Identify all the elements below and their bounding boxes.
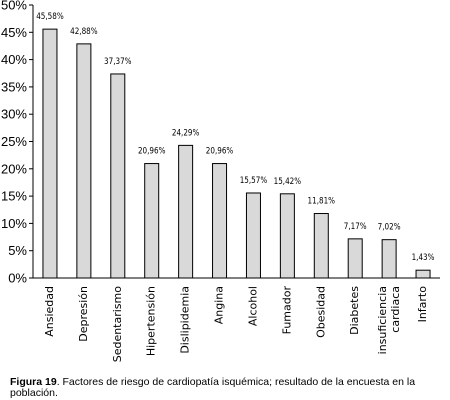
bar — [347, 238, 363, 279]
y-tick-label: 0% — [8, 271, 27, 286]
data-label: 37,37% — [104, 56, 132, 66]
category-label: Angina — [213, 286, 226, 324]
data-label: 7,17% — [344, 221, 367, 231]
data-label: 20,96% — [138, 146, 166, 156]
data-label: 1,43% — [412, 253, 435, 263]
y-tick-label: 50% — [1, 0, 27, 13]
data-label: 7,02% — [378, 222, 401, 232]
bar — [110, 73, 126, 279]
y-tick-label: 45% — [1, 25, 27, 40]
bar — [245, 192, 261, 279]
y-tick-label: 30% — [1, 107, 27, 122]
category-label: Obesidad — [314, 286, 327, 338]
category-label: Sedentarismo — [111, 286, 124, 363]
bar — [178, 144, 194, 279]
category-label: Alcohol — [246, 286, 259, 326]
category-label: Hipertensión — [145, 286, 158, 356]
bar — [381, 239, 397, 279]
category-label: Infarto — [416, 286, 429, 323]
bar — [212, 163, 228, 279]
bar — [313, 213, 329, 279]
data-label: 24,29% — [172, 128, 200, 138]
caption-label: Figura 19 — [10, 376, 57, 388]
data-label: 42,88% — [70, 26, 98, 36]
category-label: Fumador — [280, 286, 293, 335]
category-label: Diabetes — [348, 286, 361, 335]
bar-chart: 0% 5% 10% 15% 20% 25% 30% 35% 40% 45% 50% 45,58% Ans… — [1, 0, 440, 363]
bar — [42, 28, 58, 279]
bar — [144, 163, 160, 279]
y-tick-label: 5% — [8, 243, 27, 258]
y-tick-label: 40% — [1, 52, 27, 67]
y-tick-label: 35% — [1, 79, 27, 94]
category-label: Depresión — [77, 286, 90, 342]
category-label: Dislipidemia — [179, 286, 192, 354]
y-tick-label: 10% — [1, 216, 27, 231]
bar — [415, 269, 431, 279]
y-tick-label: 15% — [1, 189, 27, 204]
data-label: 15,42% — [274, 176, 302, 186]
data-label: 20,96% — [206, 146, 234, 156]
figure-caption: Figura 19. Factores de riesgo de cardiop… — [10, 377, 440, 399]
y-tick-label: 25% — [1, 134, 27, 149]
category-label: Ansiedad — [43, 286, 56, 337]
category-label: cardiaca — [389, 286, 402, 333]
bar — [279, 193, 295, 279]
y-tick-label: 20% — [1, 161, 27, 176]
data-label: 45,58% — [36, 12, 64, 22]
data-label: 11,81% — [308, 196, 336, 206]
caption-text: . Factores de riesgo de cardiopatía isqu… — [10, 376, 416, 399]
category-label: insuficiencia — [376, 286, 389, 354]
bar — [76, 43, 92, 279]
data-label: 15,57% — [240, 175, 268, 185]
